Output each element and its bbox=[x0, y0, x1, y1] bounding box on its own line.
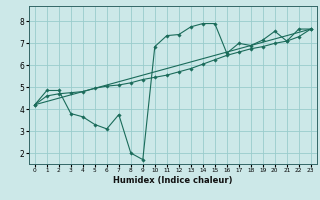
X-axis label: Humidex (Indice chaleur): Humidex (Indice chaleur) bbox=[113, 176, 233, 185]
